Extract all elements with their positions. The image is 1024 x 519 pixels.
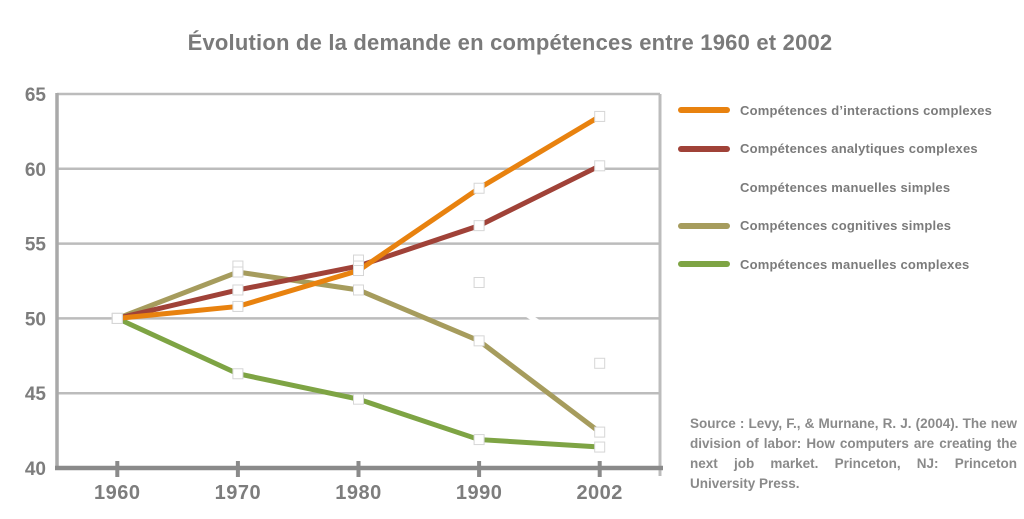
source-citation: Source : Levy, F., & Murnane, R. J. (200… xyxy=(690,416,1017,491)
data-point-marker xyxy=(594,426,606,438)
chart-legend: Compétences d’interactions complexes Comp… xyxy=(678,99,992,292)
y-axis-label: 55 xyxy=(25,235,47,256)
legend-label: Compétences manuelles simples xyxy=(740,179,951,195)
data-point-marker xyxy=(353,393,364,405)
legend-label: Compétences cognitives simples xyxy=(740,218,952,233)
legend-label: Compétences d’interactions complexes xyxy=(740,102,993,118)
y-axis-label: 45 xyxy=(25,384,47,405)
x-axis-label: 1980 xyxy=(335,482,382,504)
data-point-marker xyxy=(594,441,606,453)
series-line xyxy=(116,316,600,450)
y-axis-label: 50 xyxy=(25,309,46,330)
series-line xyxy=(116,163,601,321)
chart-title: Évolution de la demande en compétences e… xyxy=(187,30,833,55)
data-point-marker xyxy=(232,368,244,380)
y-axis-label: 65 xyxy=(25,85,47,106)
x-axis-label: 1960 xyxy=(94,482,141,504)
data-point-marker xyxy=(473,182,485,194)
legend-item: Compétences d’interactions complexes xyxy=(678,99,992,121)
data-point-marker xyxy=(353,265,364,277)
data-point-marker xyxy=(232,266,244,278)
legend-swatch xyxy=(678,145,730,152)
data-point-marker xyxy=(232,300,244,312)
legend-item: Compétences manuelles simples xyxy=(678,176,992,198)
data-point-marker xyxy=(473,434,485,446)
legend-swatch xyxy=(678,261,730,267)
y-axis-label: 60 xyxy=(25,160,46,181)
data-point-marker xyxy=(594,160,606,172)
y-axis-label: 40 xyxy=(25,459,46,480)
legend-item: Compétences cognitives simples xyxy=(678,215,992,237)
legend-swatch xyxy=(678,184,730,190)
legend-label: Compétences analytiques complexes xyxy=(740,141,978,156)
legend-item: Compétences analytiques complexes xyxy=(678,138,992,160)
data-point-marker xyxy=(353,284,364,296)
data-point-marker xyxy=(232,284,244,296)
data-point-marker xyxy=(473,276,485,288)
legend-swatch xyxy=(678,222,730,229)
x-axis-label: 2002 xyxy=(576,482,623,504)
data-point-marker xyxy=(473,220,485,232)
legend-item: Compétences manuelles complexes xyxy=(678,253,992,275)
x-axis-label: 1990 xyxy=(456,482,503,504)
data-point-marker xyxy=(594,357,606,369)
x-axis-label: 1970 xyxy=(215,482,262,504)
legend-swatch xyxy=(678,107,730,113)
data-point-marker xyxy=(473,335,485,347)
data-point-marker xyxy=(594,110,606,122)
data-point-marker xyxy=(111,312,123,324)
legend-label: Compétences manuelles complexes xyxy=(740,256,970,272)
